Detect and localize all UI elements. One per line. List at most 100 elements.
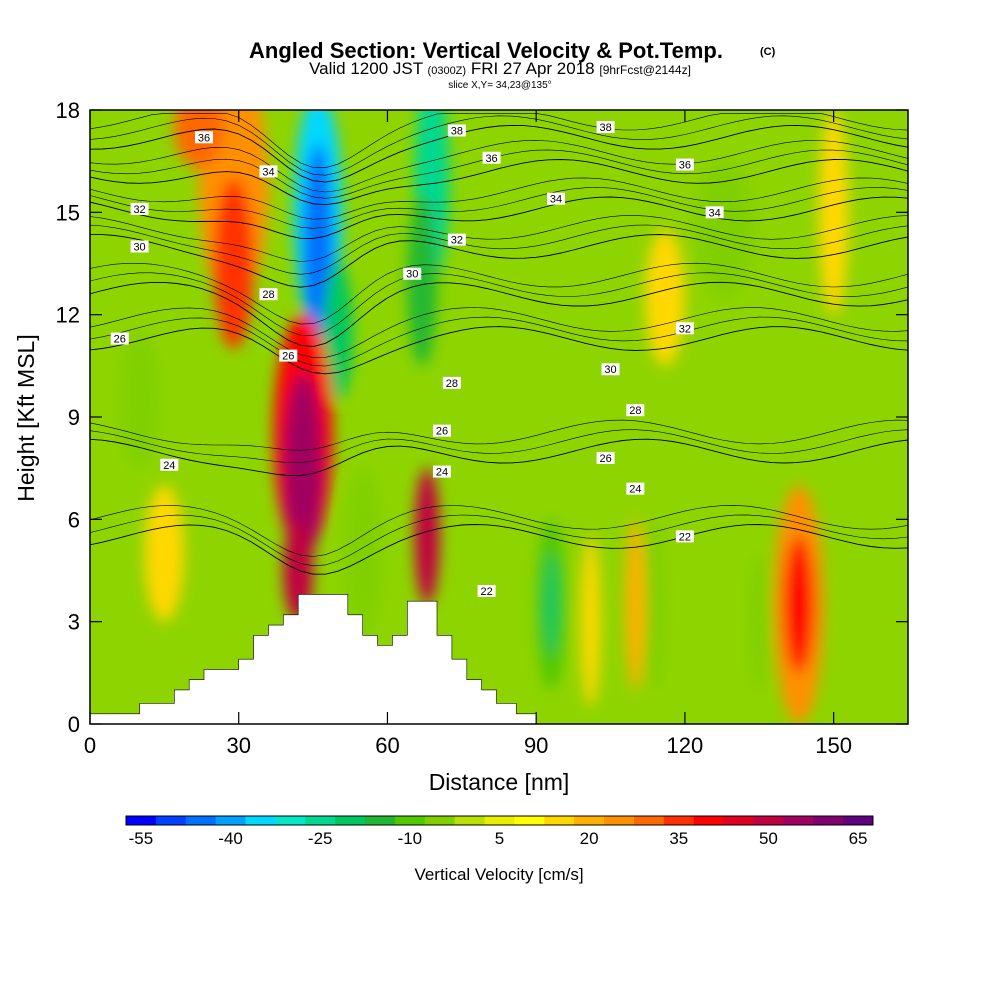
velocity-cell <box>580 536 601 707</box>
colorbar-tick-label: 5 <box>495 829 504 848</box>
contour-label: 26 <box>110 332 129 346</box>
colorbar-bin <box>723 816 754 825</box>
contour-label: 32 <box>675 322 694 335</box>
contour-label: 32 <box>130 202 149 216</box>
colorbar-bin <box>305 816 336 825</box>
svg-text:24: 24 <box>163 460 175 472</box>
velocity-cell <box>407 195 438 366</box>
colorbar-tick-label: -55 <box>129 829 154 848</box>
theta-contour-line <box>90 215 908 262</box>
theta-contour-line <box>90 272 908 336</box>
svg-text:36: 36 <box>198 132 210 144</box>
svg-text:24: 24 <box>436 467 448 479</box>
svg-text:34: 34 <box>709 207 721 219</box>
colorbar-bin <box>394 816 426 825</box>
contour-label: 26 <box>432 424 451 438</box>
colorbar-bin <box>574 816 605 825</box>
svg-text:22: 22 <box>480 586 492 598</box>
colorbar-bin <box>484 816 515 825</box>
contour-label: 22 <box>675 530 694 543</box>
velocity-field <box>119 110 849 724</box>
valid-utc: (0300Z) <box>428 65 467 77</box>
velocity-cell <box>543 553 559 656</box>
colorbar-bin <box>126 816 157 825</box>
contour-label: 36 <box>195 131 214 144</box>
velocity-cell <box>645 519 666 690</box>
colorbar-tick-label: 65 <box>849 829 868 848</box>
colorbar-tick-label: 20 <box>580 829 599 848</box>
svg-text:36: 36 <box>679 160 691 172</box>
colorbar-bin <box>424 816 456 825</box>
colorbar-bin <box>753 816 784 825</box>
colorbar-bin <box>454 816 486 825</box>
theta-contours <box>90 113 908 575</box>
chart-title-unit: (C) <box>760 46 776 58</box>
contour-label: 26 <box>279 349 298 363</box>
svg-text:28: 28 <box>262 289 274 301</box>
velocity-cell <box>414 468 440 605</box>
x-tick-label: 90 <box>524 733 548 758</box>
svg-text:30: 30 <box>133 241 145 253</box>
colorbar-bin <box>604 816 635 825</box>
svg-text:32: 32 <box>451 235 463 247</box>
x-axis-ticks: 0 30 60 90 120 150 <box>84 110 852 758</box>
colorbar-bin <box>155 816 187 825</box>
chart-title: Angled Section: Vertical Velocity & Pot.… <box>249 38 723 63</box>
colorbar-bin <box>215 816 247 825</box>
contour-label: 24 <box>432 465 451 479</box>
svg-text:34: 34 <box>550 194 562 206</box>
velocity-cell <box>174 110 224 168</box>
valid-prefix: Valid 1200 JST <box>309 59 423 78</box>
colorbar-tick-label: -25 <box>308 829 333 848</box>
velocity-cell <box>283 372 324 564</box>
colorbar-bin <box>514 816 545 825</box>
valid-date: FRI 27 Apr 2018 <box>471 59 595 78</box>
velocity-cell <box>749 553 770 690</box>
colorbar-bin <box>693 816 725 825</box>
theta-contour-line <box>90 524 908 575</box>
colorbar-tick-label: -40 <box>218 829 243 848</box>
theta-contour-line <box>90 438 908 476</box>
velocity-cell <box>144 485 185 622</box>
velocity-cell <box>784 536 814 673</box>
svg-text:30: 30 <box>406 269 418 281</box>
contour-label: 36 <box>482 151 501 165</box>
velocity-cell <box>694 161 755 298</box>
colorbar-bin <box>335 816 366 825</box>
svg-text:24: 24 <box>629 484 641 496</box>
velocity-cell <box>625 519 646 690</box>
svg-text:38: 38 <box>599 122 611 134</box>
terrain <box>90 594 537 724</box>
velocity-cell <box>342 468 383 639</box>
theta-contour-line <box>90 307 908 358</box>
theta-contour-line <box>90 326 908 375</box>
svg-text:26: 26 <box>282 351 294 363</box>
colorbar-label: Vertical Velocity [cm/s] <box>414 865 583 884</box>
slice-info: slice X,Y= 34,23@135° <box>448 80 551 91</box>
x-tick-label: 150 <box>815 733 852 758</box>
contour-label: 38 <box>596 121 615 134</box>
velocity-cell <box>119 331 160 469</box>
svg-text:26: 26 <box>114 334 126 346</box>
contour-label: 22 <box>477 584 496 598</box>
theta-contour-line <box>90 505 908 557</box>
theta-contour-line <box>90 124 908 183</box>
x-tick-label: 60 <box>375 733 399 758</box>
contour-label: 28 <box>259 288 278 301</box>
contour-label: 28 <box>442 376 461 390</box>
y-tick-label: 12 <box>56 303 80 328</box>
theta-contour-line <box>90 159 908 206</box>
svg-text:32: 32 <box>133 204 145 216</box>
theta-contour-line <box>90 140 908 193</box>
colorbar-tick-label: 50 <box>759 829 778 848</box>
contour-label: 32 <box>447 233 466 247</box>
y-tick-label: 15 <box>56 200 80 225</box>
colorbar-bin <box>185 816 217 825</box>
contour-label: 30 <box>130 240 149 253</box>
svg-text:22: 22 <box>679 531 691 543</box>
contour-label: 28 <box>626 404 645 417</box>
colorbar-bin <box>245 816 276 825</box>
theta-contour-line <box>90 187 908 229</box>
svg-text:28: 28 <box>629 405 641 417</box>
theta-contour-line <box>90 113 908 169</box>
